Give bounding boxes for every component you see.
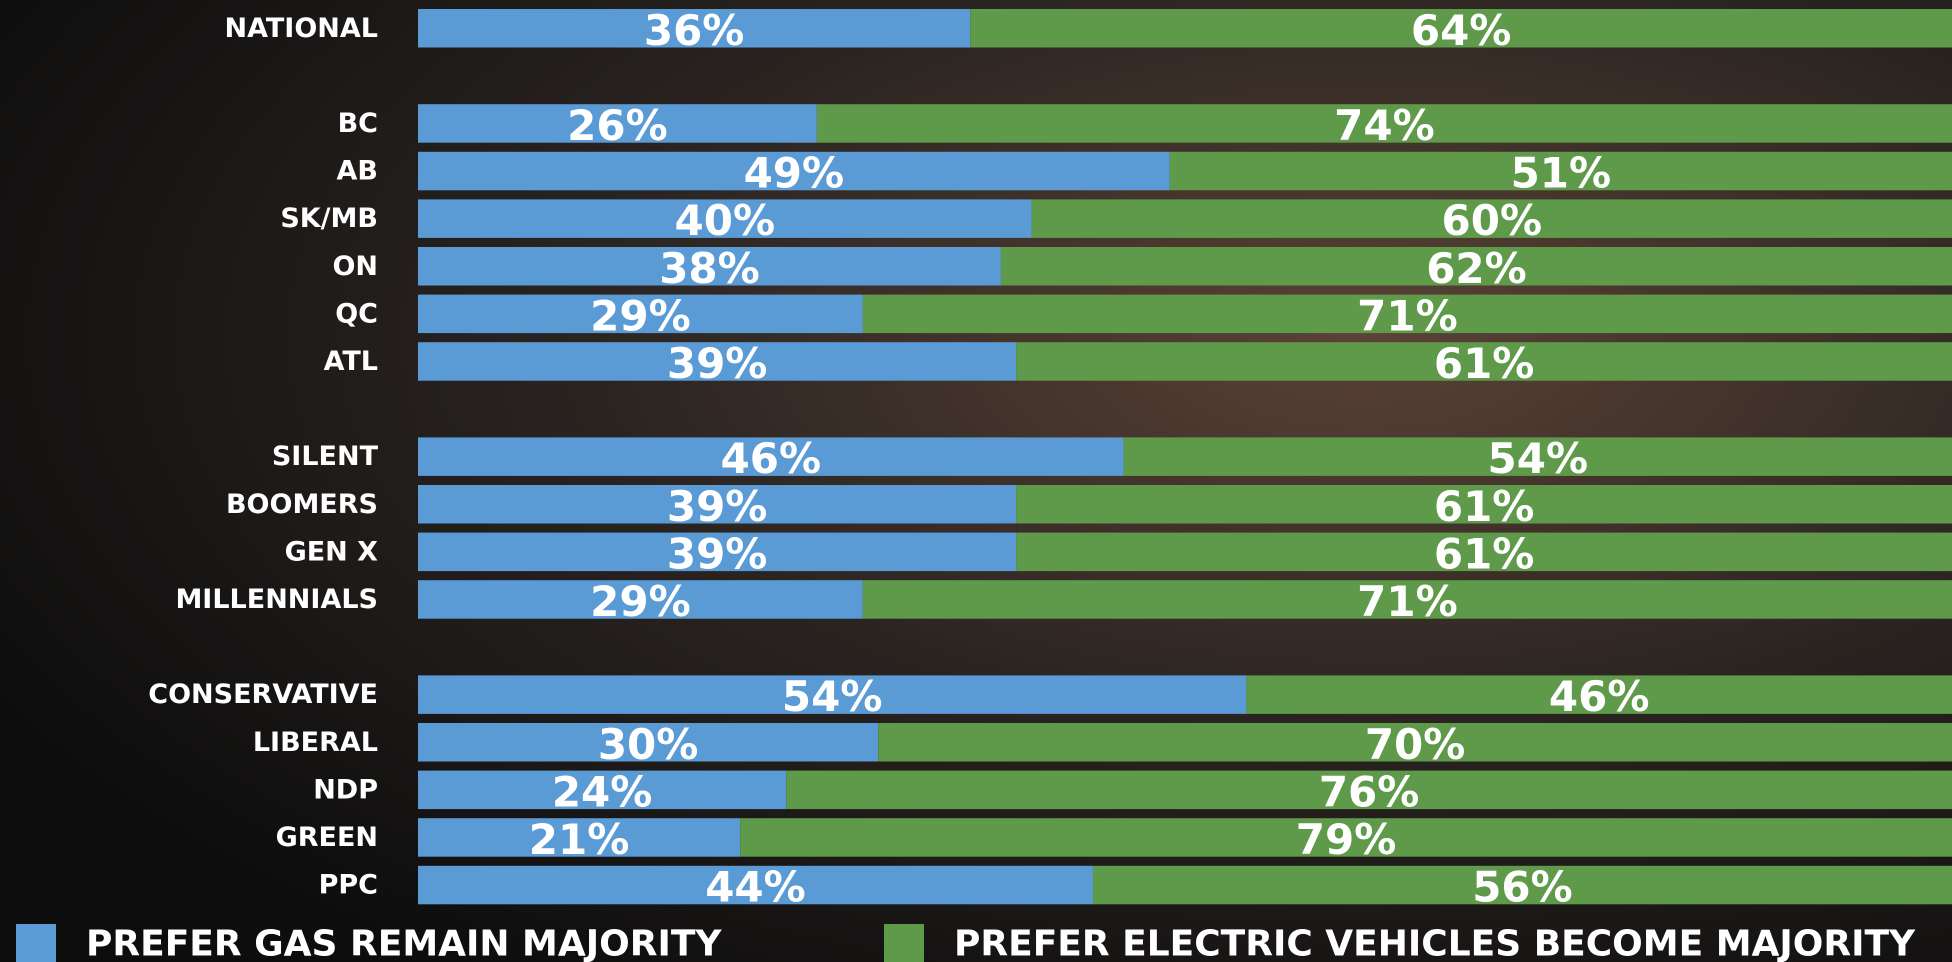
category-label: AB bbox=[337, 156, 378, 187]
bar-segment bbox=[418, 342, 1017, 381]
legend: PREFER GAS REMAIN MAJORITY PREFER ELECTRI… bbox=[16, 924, 1916, 962]
category-label: MILLENNIALS bbox=[175, 584, 378, 615]
data-label: 26% bbox=[567, 101, 668, 150]
data-label: 62% bbox=[1426, 244, 1527, 293]
category-label: ON bbox=[332, 251, 378, 282]
data-label: 46% bbox=[1549, 672, 1650, 721]
data-label: 61% bbox=[1434, 339, 1535, 388]
category-label: NATIONAL bbox=[224, 13, 378, 44]
bar-segment bbox=[418, 865, 1093, 905]
category-label: GREEN bbox=[276, 822, 378, 853]
category-label: LIBERAL bbox=[253, 727, 378, 758]
data-label: 29% bbox=[590, 577, 691, 626]
legend-swatch bbox=[884, 924, 924, 962]
category-label: PPC bbox=[319, 870, 378, 901]
category-label: BOOMERS bbox=[226, 489, 378, 520]
category-label: NDP bbox=[313, 774, 378, 805]
bar-segment bbox=[418, 9, 971, 48]
category-label: ATL bbox=[324, 346, 378, 377]
data-label: 64% bbox=[1411, 6, 1512, 55]
bar-segment bbox=[1246, 675, 1952, 714]
bar-segment bbox=[418, 818, 741, 857]
data-label: 76% bbox=[1319, 767, 1420, 816]
bar-segment bbox=[862, 294, 1952, 334]
data-label: 39% bbox=[667, 339, 768, 388]
data-label: 74% bbox=[1334, 101, 1435, 150]
data-label: 44% bbox=[705, 863, 806, 912]
bar-segment bbox=[418, 580, 863, 619]
bar-segment bbox=[1016, 532, 1952, 572]
category-label: SILENT bbox=[272, 441, 379, 472]
bar-segment bbox=[1031, 199, 1952, 238]
data-label: 46% bbox=[721, 434, 822, 483]
data-label: 39% bbox=[667, 482, 768, 531]
data-label: 56% bbox=[1472, 863, 1573, 912]
data-label: 36% bbox=[644, 6, 745, 55]
bar-segment bbox=[1016, 485, 1952, 524]
bar-segment bbox=[418, 151, 1170, 191]
bar-segment bbox=[418, 723, 879, 762]
data-label: 71% bbox=[1357, 577, 1458, 626]
data-label: 38% bbox=[659, 244, 760, 293]
bar-segment bbox=[418, 247, 1001, 286]
bar-segment bbox=[970, 9, 1952, 48]
bar-segment bbox=[862, 580, 1952, 619]
data-label: 39% bbox=[667, 529, 768, 578]
bar-segment bbox=[418, 485, 1017, 524]
data-label: 54% bbox=[1488, 434, 1589, 483]
bar-segment bbox=[1000, 247, 1952, 286]
data-label: 40% bbox=[675, 196, 776, 245]
data-label: 24% bbox=[552, 767, 653, 816]
bar-segment bbox=[418, 104, 817, 143]
category-label: QC bbox=[335, 298, 378, 329]
category-label: SK/MB bbox=[280, 203, 378, 234]
legend-label: PREFER ELECTRIC VEHICLES BECOME MAJORITY bbox=[954, 924, 1916, 962]
bar-segment bbox=[418, 199, 1032, 238]
bar-segment bbox=[878, 723, 1952, 762]
data-label: 29% bbox=[590, 291, 691, 340]
data-label: 51% bbox=[1511, 149, 1612, 198]
bar-segment bbox=[418, 532, 1017, 572]
category-label: CONSERVATIVE bbox=[148, 679, 378, 710]
legend-label: PREFER GAS REMAIN MAJORITY bbox=[86, 924, 722, 962]
plot: NATIONAL 36% 64% BC 26% 74% AB 49% 51% SK/MB 40% 60… bbox=[148, 6, 1952, 912]
data-label: 70% bbox=[1365, 720, 1466, 769]
data-label: 49% bbox=[744, 149, 845, 198]
data-label: 71% bbox=[1357, 291, 1458, 340]
data-label: 54% bbox=[782, 672, 883, 721]
bar-segment bbox=[1169, 151, 1952, 191]
bar-segment bbox=[418, 437, 1124, 476]
data-label: 79% bbox=[1296, 815, 1397, 864]
data-label: 61% bbox=[1434, 529, 1535, 578]
category-label: GEN X bbox=[285, 536, 379, 567]
data-label: 21% bbox=[529, 815, 630, 864]
bar-segment bbox=[786, 770, 1952, 810]
data-label: 60% bbox=[1442, 196, 1543, 245]
data-label: 30% bbox=[598, 720, 699, 769]
bar-segment bbox=[1092, 865, 1952, 905]
category-label: BC bbox=[338, 108, 378, 139]
legend-swatch bbox=[16, 924, 56, 962]
bar-segment bbox=[740, 818, 1952, 857]
bar-segment bbox=[418, 770, 787, 810]
data-label: 61% bbox=[1434, 482, 1535, 531]
bar-segment bbox=[418, 294, 863, 334]
bar-segment bbox=[418, 675, 1247, 714]
bar-segment bbox=[1123, 437, 1952, 476]
bar-segment bbox=[1016, 342, 1952, 381]
bar-segment bbox=[816, 104, 1952, 143]
